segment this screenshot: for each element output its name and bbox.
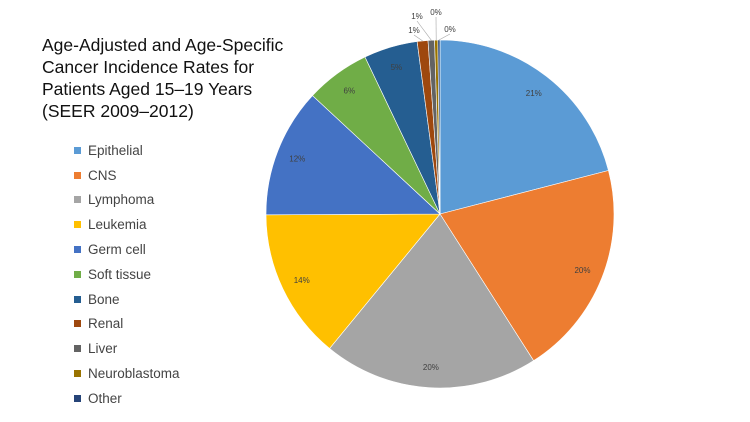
legend-label: Neuroblastoma: [88, 366, 180, 382]
legend-item: CNS: [74, 163, 180, 188]
legend-item: Germ cell: [74, 237, 180, 262]
slice-data-label: 6%: [344, 87, 356, 96]
slice-data-label: 20%: [423, 363, 439, 372]
legend-swatch: [74, 221, 81, 229]
legend-swatch: [74, 394, 81, 402]
legend-label: Renal: [88, 316, 124, 332]
leader-line: [438, 33, 451, 41]
slice-data-label: 0%: [430, 8, 442, 17]
leader-line: [413, 34, 423, 42]
legend-item: Soft tissue: [74, 262, 180, 287]
slice-data-label: 1%: [411, 12, 423, 21]
pie-slice: [265, 213, 441, 349]
legend-label: Epithelial: [88, 142, 143, 158]
legend-swatch: [74, 345, 81, 353]
legend-label: Germ cell: [88, 242, 146, 258]
legend-item: Bone: [74, 287, 180, 312]
slice-data-label: 14%: [294, 276, 310, 285]
legend-label: Soft tissue: [88, 266, 152, 282]
legend-swatch: [74, 320, 81, 328]
legend-swatch: [74, 270, 81, 278]
slice-data-label: 20%: [574, 266, 590, 275]
pie-slice: [329, 213, 535, 389]
pie-slice: [439, 39, 609, 215]
leader-line: [416, 20, 432, 41]
legend-swatch: [74, 295, 81, 303]
chart-legend: Epithelial CNS Lymphoma Leukemia Germ cell So…: [74, 138, 180, 411]
pie-slice: [439, 170, 615, 362]
legend-label: CNS: [88, 167, 117, 183]
slice-data-label: 1%: [408, 26, 420, 35]
legend-swatch: [74, 171, 81, 179]
legend-swatch: [74, 196, 81, 204]
legend-item: Renal: [74, 312, 180, 337]
pie-slice: [265, 95, 441, 216]
slice-data-label: 0%: [444, 25, 456, 34]
chart-title-line: (SEER 2009–2012): [42, 101, 194, 121]
legend-item: Neuroblastoma: [74, 361, 180, 386]
legend-swatch: [74, 246, 81, 254]
chart-title: Age-Adjusted and Age-Specific Cancer Inc…: [42, 34, 302, 122]
legend-label: Leukemia: [88, 217, 147, 233]
legend-swatch: [74, 146, 81, 154]
slice-data-label: 12%: [289, 154, 305, 163]
legend-label: Other: [88, 390, 122, 406]
legend-item: Leukemia: [74, 212, 180, 237]
legend-item: Epithelial: [74, 138, 180, 163]
slice-data-label: 21%: [526, 89, 542, 98]
slice-data-label: 5%: [391, 63, 403, 72]
chart-title-line: Cancer Incidence Rates for: [42, 57, 255, 77]
chart-title-line: Age-Adjusted and Age-Specific: [42, 35, 284, 55]
chart-title-line: Patients Aged 15–19 Years: [42, 79, 253, 99]
legend-label: Lymphoma: [88, 192, 155, 208]
legend-label: Bone: [88, 291, 120, 307]
legend-item: Lymphoma: [74, 188, 180, 213]
legend-swatch: [74, 370, 81, 378]
legend-item: Liver: [74, 336, 180, 361]
legend-label: Liver: [88, 341, 118, 357]
legend-item: Other: [74, 386, 180, 411]
